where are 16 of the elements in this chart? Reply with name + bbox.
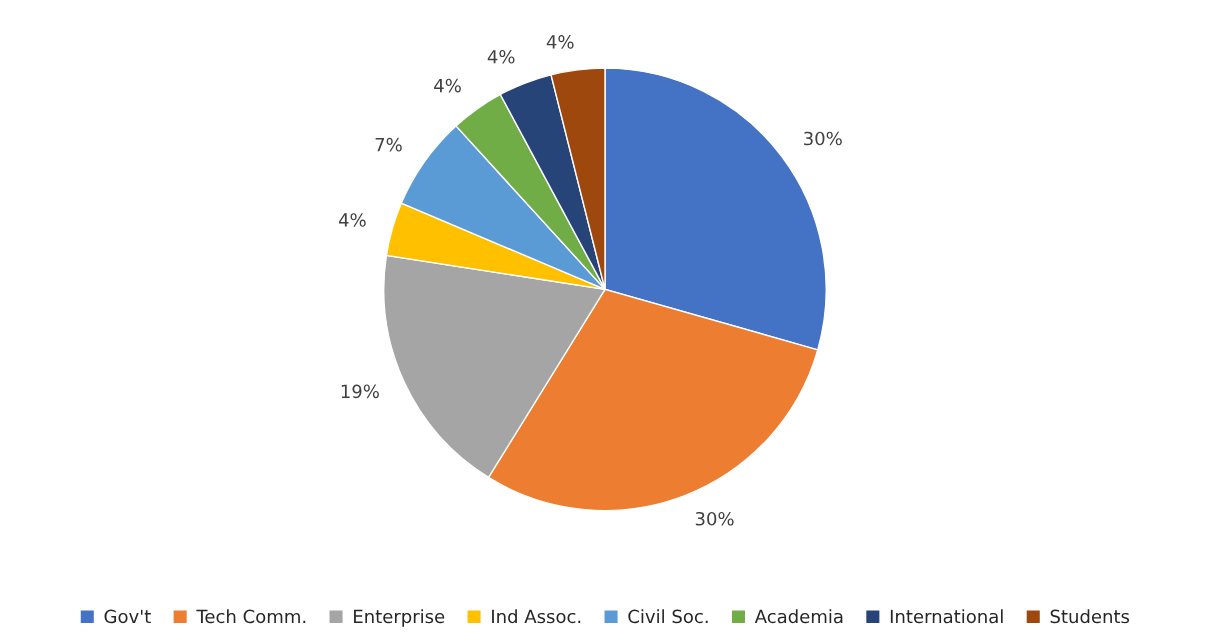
legend-label: Ind Assoc. xyxy=(492,609,581,624)
data-label: 19% xyxy=(341,384,379,399)
data-label: 4% xyxy=(338,213,366,227)
legend-label: Civil Soc. xyxy=(628,609,708,624)
legend-label: International xyxy=(890,609,1003,624)
data-label: 30% xyxy=(804,131,842,146)
data-label: 7% xyxy=(375,137,402,152)
data-label: 4% xyxy=(546,35,574,49)
legend-label: Academia xyxy=(754,609,843,624)
data-label: 30% xyxy=(695,511,734,526)
legend-label: Enterprise xyxy=(354,609,445,627)
data-label: 4% xyxy=(487,49,515,64)
legend-label: Students xyxy=(1050,609,1130,624)
legend-label: Gov't xyxy=(104,609,151,624)
data-label: 4% xyxy=(434,78,461,93)
legend-label: Tech Comm. xyxy=(196,609,306,624)
